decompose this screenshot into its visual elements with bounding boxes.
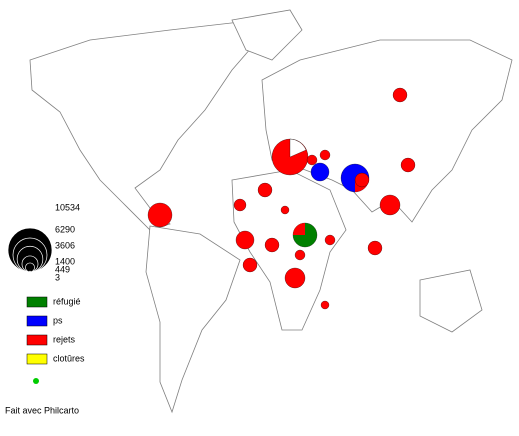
pie — [319, 149, 331, 161]
legend-dot — [33, 378, 39, 384]
size-circle — [29, 270, 31, 273]
pie-slice — [289, 138, 307, 158]
legend-swatch — [26, 315, 48, 327]
pie — [320, 300, 330, 310]
size-label: 449 — [55, 264, 70, 274]
legend-label: ps — [53, 315, 63, 325]
pie — [264, 237, 280, 253]
credit: Fait avec Philcarto — [5, 405, 79, 415]
pie — [235, 230, 255, 250]
pie — [233, 198, 247, 212]
pie — [280, 205, 290, 215]
legend-swatch — [26, 353, 48, 365]
continents — [29, 9, 513, 414]
legend-swatch — [26, 296, 48, 308]
north-america — [29, 21, 259, 231]
size-label: 1400 — [55, 256, 75, 266]
pies — [147, 87, 416, 310]
pie — [310, 162, 330, 182]
size-label: 6290 — [55, 224, 75, 234]
pie — [392, 87, 408, 103]
pie — [306, 154, 318, 166]
size-label: 3606 — [55, 240, 75, 250]
pie — [354, 172, 370, 188]
pie — [400, 157, 416, 173]
pie — [294, 249, 306, 261]
size-label: 10534 — [55, 202, 80, 212]
south-america — [145, 225, 241, 414]
pie — [147, 202, 173, 228]
pie — [242, 257, 258, 273]
pie-slice — [293, 223, 305, 235]
legend-label: réfugié — [53, 296, 81, 306]
size-label: 3 — [55, 272, 60, 282]
pie — [379, 194, 401, 216]
pie — [367, 240, 383, 256]
pie — [257, 182, 273, 198]
pie — [284, 267, 306, 289]
size-circle — [25, 262, 35, 273]
greenland — [231, 9, 303, 61]
legend-label: rejets — [53, 334, 76, 344]
legend-swatch — [26, 334, 48, 346]
legend-label: clotûres — [53, 353, 85, 363]
pie — [324, 234, 336, 246]
australia — [419, 269, 483, 333]
